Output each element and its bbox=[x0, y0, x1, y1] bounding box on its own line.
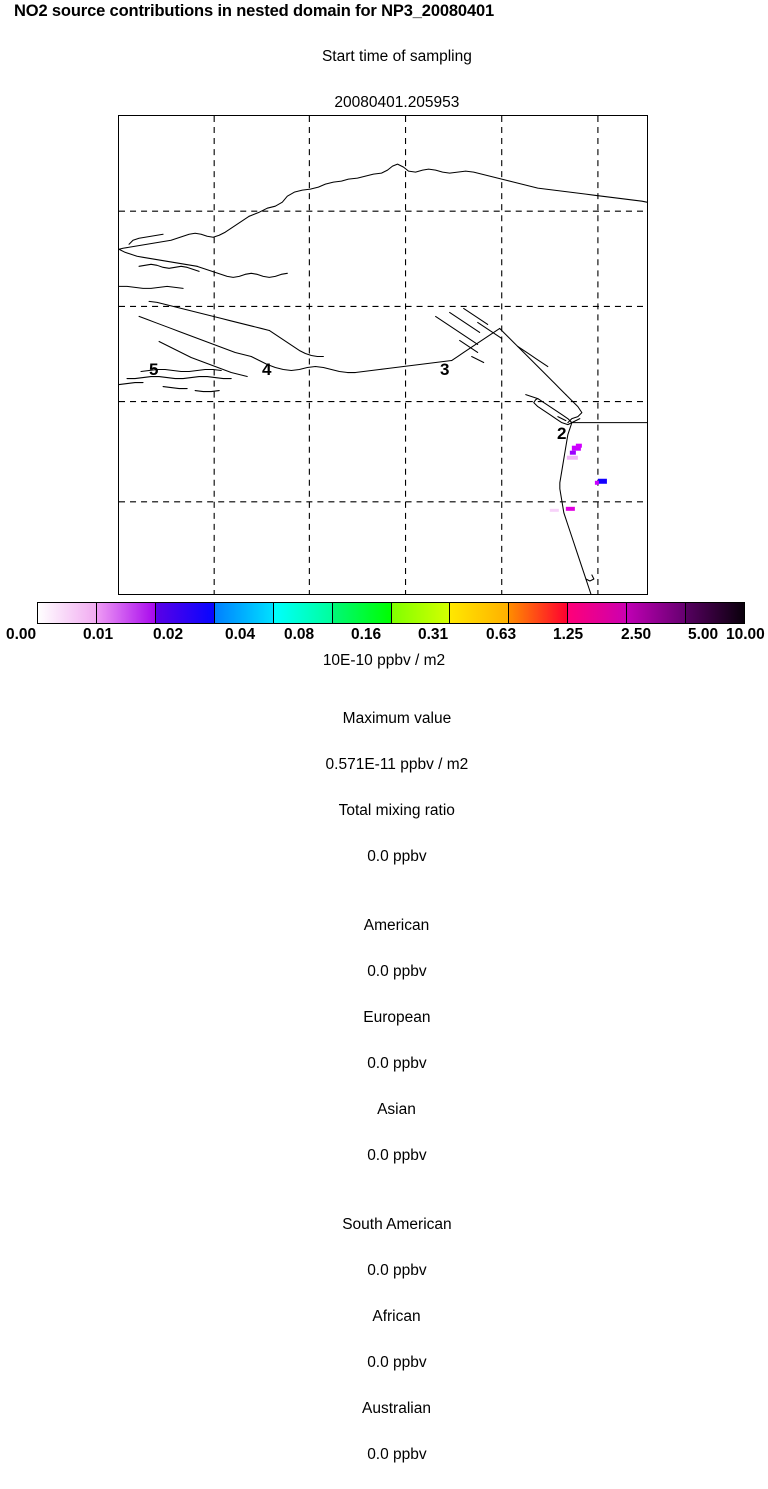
colorbar-segment bbox=[568, 603, 628, 623]
colorbar-segment bbox=[155, 603, 215, 623]
colorbar-tick: 0.00 bbox=[6, 626, 37, 643]
map-canvas bbox=[119, 116, 647, 594]
colorbar-segment bbox=[96, 603, 156, 623]
contribution-row: American 0.0 ppbv European 0.0 ppbv Asia… bbox=[0, 891, 768, 1190]
american-value: 0.0 ppbv bbox=[367, 963, 427, 980]
colorbar-segment bbox=[214, 603, 274, 623]
colorbar-tick: 0.16 bbox=[351, 626, 382, 643]
colorbar-tick: 0.63 bbox=[486, 626, 517, 643]
plume-concentration-cells bbox=[549, 443, 607, 512]
colorbar bbox=[37, 602, 745, 624]
start-time-label: Start time of sampling bbox=[321, 48, 472, 65]
south-american-label: South American bbox=[342, 1216, 452, 1233]
colorbar-tick: 0.31 bbox=[418, 626, 449, 643]
american-label: American bbox=[363, 917, 430, 934]
asian-value: 0.0 ppbv bbox=[367, 1147, 427, 1164]
colorbar-segment bbox=[627, 603, 687, 623]
colorbar-tick: 0.01 bbox=[83, 626, 114, 643]
statistics-block: Maximum value 0.571E-11 ppbv / m2 Total … bbox=[0, 684, 768, 1489]
colorbar-segment bbox=[38, 603, 97, 623]
colorbar-tick: 10.00 bbox=[726, 626, 765, 643]
page-title: NO2 source contributions in nested domai… bbox=[14, 2, 495, 20]
map-gridlines bbox=[119, 116, 647, 594]
asian-label: Asian bbox=[377, 1101, 416, 1118]
region-label-3: 3 bbox=[440, 360, 450, 379]
african-value: 0.0 ppbv bbox=[367, 1354, 427, 1371]
colorbar-tick: 0.02 bbox=[153, 626, 184, 643]
african-label: African bbox=[372, 1308, 421, 1325]
colorbar-segment bbox=[686, 603, 745, 623]
australian-label: Australian bbox=[362, 1400, 431, 1417]
european-value: 0.0 ppbv bbox=[367, 1055, 427, 1072]
contribution-row: South American 0.0 ppbv African 0.0 ppbv… bbox=[0, 1190, 768, 1489]
start-time-value: 20080401.205953 bbox=[334, 94, 460, 111]
colorbar-tick-labels: 0.00 0.01 0.02 0.04 0.08 0.16 0.31 0.63 … bbox=[0, 626, 768, 646]
colorbar-segment bbox=[332, 603, 392, 623]
map-plot-area: 5 4 3 2 bbox=[118, 115, 648, 595]
colorbar-segment bbox=[509, 603, 569, 623]
maximum-value-value: 0.571E-11 ppbv / m2 bbox=[325, 756, 469, 773]
maximum-value-row: Maximum value 0.571E-11 ppbv / m2 Total … bbox=[0, 684, 768, 891]
colorbar-unit-label: 10E-10 ppbv / m2 bbox=[322, 652, 446, 669]
south-american-value: 0.0 ppbv bbox=[367, 1262, 427, 1279]
total-mixing-ratio-value: 0.0 ppbv bbox=[367, 848, 427, 865]
colorbar-tick: 2.50 bbox=[621, 626, 652, 643]
region-label-4: 4 bbox=[262, 360, 272, 379]
colorbar-tick: 0.04 bbox=[225, 626, 256, 643]
australian-value: 0.0 ppbv bbox=[367, 1446, 427, 1463]
region-label-5: 5 bbox=[149, 360, 159, 379]
total-mixing-ratio-label: Total mixing ratio bbox=[338, 802, 455, 819]
colorbar-tick: 1.25 bbox=[553, 626, 584, 643]
colorbar-segment bbox=[273, 603, 333, 623]
colorbar-segment bbox=[450, 603, 510, 623]
coastline-paths bbox=[119, 163, 647, 594]
european-label: European bbox=[363, 1009, 431, 1026]
colorbar-tick: 5.00 bbox=[688, 626, 719, 643]
colorbar-tick: 0.08 bbox=[284, 626, 315, 643]
colorbar-segment bbox=[391, 603, 451, 623]
maximum-value-label: Maximum value bbox=[342, 710, 452, 727]
region-label-2: 2 bbox=[557, 424, 567, 443]
